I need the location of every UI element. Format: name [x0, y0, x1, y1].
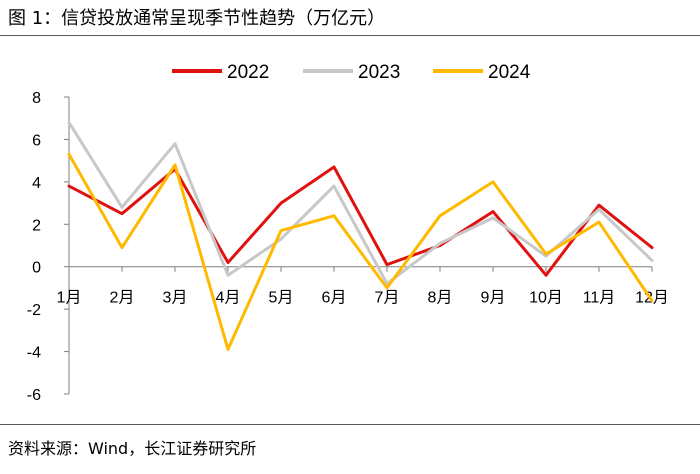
y-tick-label: 8 [32, 90, 41, 107]
x-tick-label: 8月 [428, 290, 453, 307]
legend-label-2024: 2024 [488, 62, 531, 83]
y-tick-label: 4 [32, 175, 41, 192]
series-line-2023 [67, 121, 654, 286]
y-tick-label: 6 [32, 132, 41, 149]
x-tick-label: 1月 [57, 290, 82, 307]
legend-label-2022: 2022 [227, 62, 269, 83]
y-axis: 8 6 4 2 0 -2 -4 -6 [27, 90, 70, 404]
x-tick-label: 10月 [529, 290, 563, 307]
y-tick-label: 2 [32, 217, 41, 234]
x-tick-label: 3月 [163, 290, 188, 307]
x-tick-label: 5月 [269, 290, 294, 307]
x-axis: 1月 2月 3月 4月 5月 6月 7月 8月 9月 10月 11月 12月 [57, 266, 669, 307]
series-lines [67, 121, 654, 351]
legend: 2022 2023 2024 [172, 62, 531, 83]
x-tick-label: 11月 [583, 290, 616, 307]
series-line-2022 [67, 165, 654, 277]
x-tick-label: 2月 [110, 290, 135, 307]
x-tick-label: 6月 [322, 290, 347, 307]
figure-title: 图 1：信贷投放通常呈现季节性趋势（万亿元） [8, 8, 386, 29]
x-tick-label: 9月 [481, 290, 506, 307]
x-tick-label: 7月 [375, 290, 400, 307]
y-tick-label: -2 [27, 302, 41, 319]
legend-label-2023: 2023 [358, 62, 400, 83]
x-tick-label: 4月 [216, 290, 241, 307]
series-line-2024 [67, 152, 654, 351]
title-rule [0, 35, 700, 36]
y-tick-label: 0 [32, 260, 41, 277]
y-tick-label: -6 [27, 387, 41, 404]
figure-source: 资料来源：Wind，长江证券研究所 [8, 439, 257, 458]
y-tick-label: -4 [27, 345, 41, 362]
line-chart: 2022 2023 2024 8 6 4 2 0 -2 -4 -6 1月 2月 3月 4月 5月 6月 7月 8… [27, 62, 669, 404]
source-rule [0, 424, 700, 425]
